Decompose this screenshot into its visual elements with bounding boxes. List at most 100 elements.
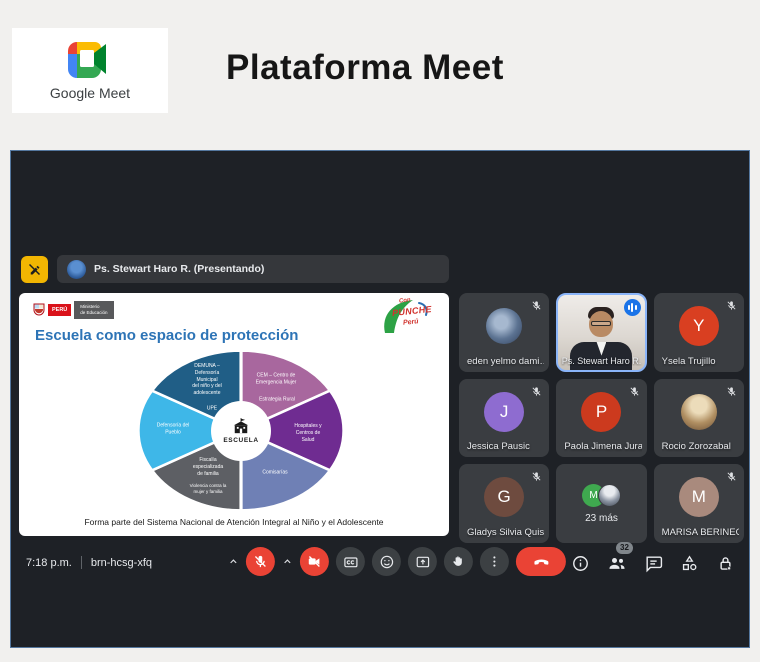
ministry-logo: PERÚ Ministerio de Educación bbox=[33, 301, 114, 320]
participant-tile-jessica[interactable]: J Jessica Pausic bbox=[459, 378, 550, 458]
present-button[interactable] bbox=[407, 547, 437, 576]
avatar: G bbox=[484, 477, 525, 518]
raise-hand-button[interactable] bbox=[443, 547, 473, 576]
lock-icon bbox=[720, 556, 732, 570]
mic-off-icon bbox=[630, 387, 639, 396]
pen-tool-button[interactable] bbox=[21, 255, 48, 283]
overflow-count: 23 más bbox=[585, 512, 618, 524]
call-controls bbox=[228, 547, 566, 576]
participant-tile-ysela[interactable]: Y Ysela Trujillo bbox=[653, 293, 744, 372]
meeting-code: brn-hcsg-xfq bbox=[90, 556, 152, 569]
participant-tile-gladys[interactable]: G Gladys Silvia Quis… bbox=[459, 464, 550, 543]
bottom-bar: 7:18 p.m. brn-hcsg-xfq bbox=[11, 542, 749, 587]
mic-off-icon bbox=[532, 472, 541, 481]
meeting-meta: 7:18 p.m. brn-hcsg-xfq bbox=[26, 556, 152, 569]
donut-center: ESCUELA bbox=[212, 401, 270, 460]
page-title: Plataforma Meet bbox=[226, 48, 504, 87]
google-meet-caption: Google Meet bbox=[49, 85, 131, 101]
reactions-button[interactable] bbox=[371, 547, 401, 576]
activities-button[interactable] bbox=[680, 554, 699, 573]
speaking-indicator-icon bbox=[623, 299, 641, 316]
info-button[interactable] bbox=[571, 554, 590, 573]
participant-name: Paola Jimena Jura… bbox=[564, 441, 642, 453]
school-building-icon bbox=[233, 417, 249, 433]
camera-toggle-button[interactable] bbox=[299, 547, 329, 576]
segment-sublabel-cem: Estrategia Rural bbox=[259, 396, 295, 403]
center-label: ESCUELA bbox=[223, 436, 259, 444]
participant-tile-paola[interactable]: P Paola Jimena Jura… bbox=[556, 378, 647, 458]
chat-icon bbox=[646, 555, 663, 572]
participant-name: Ps. Stewart Haro R. bbox=[561, 355, 642, 366]
participant-tile-rocio[interactable]: Rocio Zorozabal bbox=[653, 378, 744, 458]
participant-tile-stewart[interactable]: Ps. Stewart Haro R. bbox=[556, 293, 647, 372]
ministry-label: Ministerio de Educación bbox=[74, 301, 114, 320]
avatar: M bbox=[678, 477, 719, 518]
call-end-icon bbox=[533, 559, 548, 565]
presenter-avatar bbox=[67, 259, 86, 279]
info-icon bbox=[573, 555, 588, 571]
segment-sublabel-fiscalia: Violencia contra la mujer y familia bbox=[189, 482, 227, 494]
segment-label-comisarias: Comisarías bbox=[262, 469, 288, 476]
avatar bbox=[680, 393, 717, 430]
more-options-button[interactable] bbox=[479, 547, 509, 576]
segment-label-defensoria: Defensoría del Pueblo bbox=[156, 422, 190, 435]
participant-tile-eden[interactable]: eden yelmo dami… bbox=[459, 293, 550, 372]
captions-button[interactable] bbox=[335, 547, 365, 576]
mic-off-icon bbox=[532, 301, 541, 310]
segment-sublabel-demuna: UPE bbox=[206, 405, 218, 412]
mic-toggle-button[interactable] bbox=[245, 547, 275, 576]
chevron-up-icon bbox=[284, 559, 291, 564]
raised-hand-icon bbox=[453, 556, 462, 566]
peru-map-swoosh-icon bbox=[384, 300, 428, 333]
con-punche-peru-logo: Con PUNCHE Perú bbox=[375, 295, 437, 339]
page-header: Google Meet Plataforma Meet bbox=[0, 0, 760, 140]
host-controls-button[interactable] bbox=[716, 554, 735, 573]
mic-off-icon bbox=[727, 472, 736, 481]
mic-off-icon bbox=[727, 387, 736, 396]
presentation-slide: PERÚ Ministerio de Educación Con PUNCHE … bbox=[19, 293, 449, 536]
participant-tile-overflow[interactable]: M 23 más bbox=[556, 464, 647, 543]
camera-off-icon bbox=[308, 556, 320, 567]
end-call-button[interactable] bbox=[515, 547, 566, 576]
avatar bbox=[486, 308, 523, 344]
google-meet-logo: Google Meet bbox=[12, 28, 168, 113]
participant-name: Jessica Pausic bbox=[467, 441, 530, 453]
presenter-banner[interactable]: Ps. Stewart Haro R. (Presentando) bbox=[57, 255, 449, 283]
captions-icon bbox=[343, 556, 357, 567]
mic-options-chevron[interactable] bbox=[228, 556, 239, 567]
segment-label-fiscalia: Fiscalía especializada de familia bbox=[192, 456, 224, 477]
participant-tile-marisa[interactable]: M MARISA BERINEO … bbox=[653, 464, 744, 543]
meet-camera-icon bbox=[68, 42, 106, 78]
mic-off-icon bbox=[532, 387, 541, 396]
avatar bbox=[597, 483, 621, 507]
smiley-icon bbox=[380, 555, 393, 568]
slide-title: Escuela como espacio de protección bbox=[35, 327, 299, 344]
people-button[interactable]: 32 bbox=[607, 542, 633, 573]
presenting-row: Ps. Stewart Haro R. (Presentando) bbox=[21, 255, 449, 283]
chevron-up-icon bbox=[230, 559, 237, 564]
clock-time: 7:18 p.m. bbox=[26, 556, 72, 569]
participant-name: eden yelmo dami… bbox=[467, 355, 545, 367]
segment-label-demuna: DEMUNA – Defensoría Municipal del niño y… bbox=[192, 363, 222, 397]
slide-caption: Forma parte del Sistema Nacional de Aten… bbox=[84, 517, 384, 527]
mic-off-icon bbox=[727, 301, 736, 310]
avatar: J bbox=[484, 391, 525, 432]
participant-name: Rocio Zorozabal bbox=[661, 441, 731, 453]
chat-button[interactable] bbox=[644, 554, 663, 573]
protection-donut-chart: CEM – Centro de Emergencia Mujer Estrate… bbox=[136, 349, 346, 512]
participants-count-badge: 32 bbox=[616, 542, 633, 554]
segment-label-hospitales: Hospitales y Centros de Salud bbox=[294, 422, 322, 443]
present-screen-icon bbox=[416, 556, 429, 567]
avatar: Y bbox=[678, 306, 719, 346]
peru-coat-of-arms-icon bbox=[33, 303, 45, 316]
participant-name: Gladys Silvia Quis… bbox=[467, 526, 545, 538]
participant-name: Ysela Trujillo bbox=[661, 355, 716, 367]
more-vertical-icon bbox=[493, 556, 496, 567]
meet-window: Ps. Stewart Haro R. (Presentando) PERÚ M… bbox=[10, 150, 750, 648]
segment-label-cem: CEM – Centro de Emergencia Mujer bbox=[255, 372, 297, 385]
peru-label: PERÚ bbox=[48, 304, 72, 317]
panel-icons: 32 bbox=[571, 542, 735, 573]
camera-options-chevron[interactable] bbox=[282, 556, 293, 567]
overflow-avatars: M bbox=[581, 483, 621, 507]
pen-off-icon bbox=[28, 263, 41, 275]
